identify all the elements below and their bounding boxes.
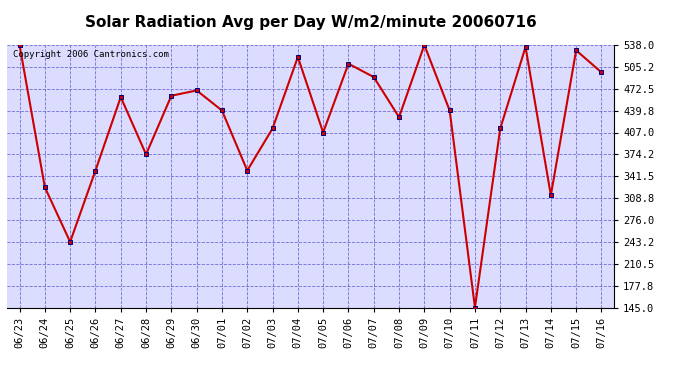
Text: Copyright 2006 Cantronics.com: Copyright 2006 Cantronics.com	[13, 50, 169, 59]
Text: Solar Radiation Avg per Day W/m2/minute 20060716: Solar Radiation Avg per Day W/m2/minute …	[85, 15, 536, 30]
